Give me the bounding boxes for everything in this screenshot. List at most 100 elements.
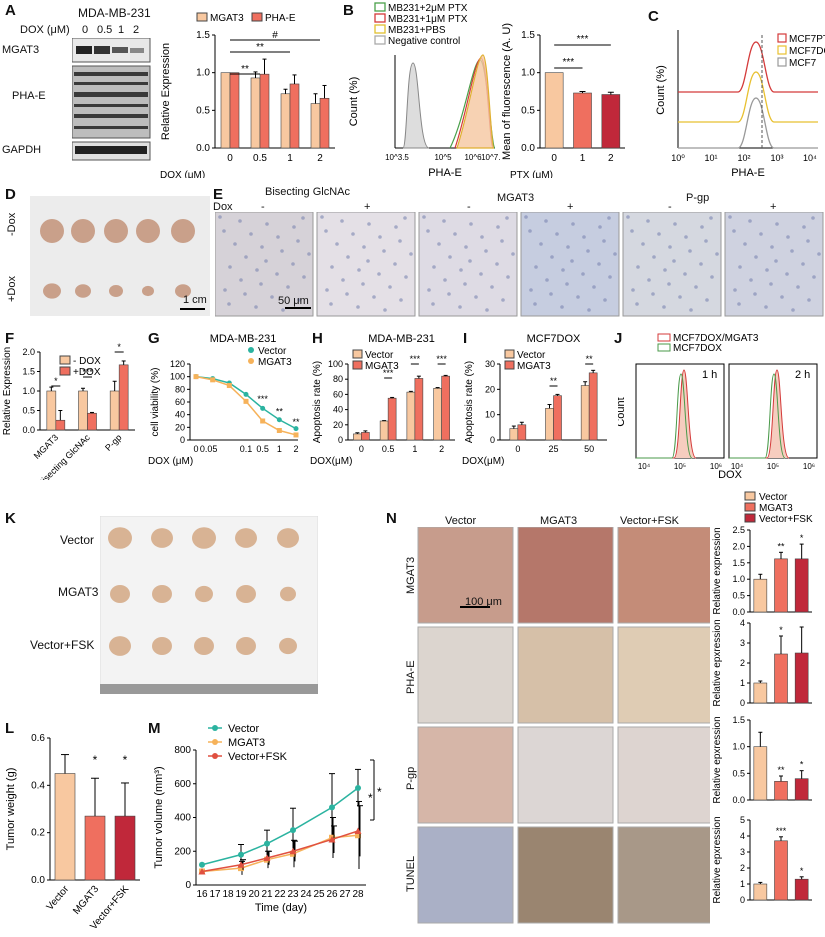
nucleus: [626, 215, 630, 219]
nucleus: [447, 292, 451, 296]
bar: [54, 773, 76, 881]
nucleus: [372, 295, 376, 299]
nucleus: [383, 308, 387, 312]
nucleus: [602, 239, 606, 243]
x-axis-label: PHA-E: [428, 167, 462, 178]
data-point: [226, 383, 232, 389]
nucleus: [524, 215, 528, 219]
ihc-image: [417, 626, 514, 724]
nucleus: [733, 288, 737, 292]
legend-label: MGAT3: [210, 13, 244, 24]
legend-swatch: [374, 35, 386, 45]
nucleus: [806, 239, 810, 243]
sig-mark: ***: [577, 34, 589, 45]
e-sign-6: +: [770, 201, 777, 213]
legend-label: MB231+1μM PTX: [388, 14, 468, 25]
nucleus: [651, 292, 655, 296]
y-tick-label: 2.5: [732, 525, 745, 535]
legend-label: Vector: [258, 346, 287, 357]
panel-label-f: F: [5, 330, 15, 347]
bar: [109, 390, 120, 431]
nucleus: [244, 255, 248, 259]
panel-label-l: L: [5, 720, 15, 737]
panel-label-k: K: [5, 510, 16, 527]
nucleus: [587, 308, 591, 312]
bar: [387, 397, 397, 441]
n-row-tunel: TUNEL: [405, 855, 417, 892]
legend-swatch: [657, 333, 671, 342]
y-tick-label: 100: [328, 359, 343, 369]
nucleus: [699, 262, 703, 266]
a-dose-1: 0.5: [97, 24, 113, 36]
sig-mark: *: [123, 753, 128, 767]
bar-pha-e: [289, 83, 300, 149]
sig-mark: ***: [776, 826, 787, 836]
x-tick-label: 1: [580, 153, 586, 164]
x-tick-label: 0.5: [253, 153, 267, 164]
nucleus: [422, 215, 426, 219]
chart-title: MCF7DOX: [527, 333, 581, 345]
y-tick-label: 0.5: [732, 591, 745, 601]
y-axis-label: Apoptosis rate (%): [312, 361, 323, 443]
legend-swatch: [777, 33, 787, 43]
nucleus: [710, 275, 714, 279]
nucleus: [689, 308, 693, 312]
y-tick-label: 1.0: [22, 386, 35, 396]
sig-mark: *: [800, 866, 804, 876]
chart-title: MDA-MB-231: [210, 333, 277, 345]
nucleus: [811, 216, 815, 220]
sig-mark: **: [256, 42, 264, 53]
ihc-images-e: [215, 212, 824, 317]
nucleus: [286, 285, 290, 289]
nucleus: [570, 259, 574, 263]
tumor: [195, 585, 213, 603]
bar: [753, 682, 768, 704]
y-tick-label: 40: [333, 405, 343, 415]
e-scale-label: 50 μm: [278, 295, 309, 307]
sig-mark: **: [292, 417, 300, 427]
y-tick-label: 600: [174, 779, 191, 790]
nucleus: [228, 265, 232, 269]
n-row-phae: PHA-E: [405, 660, 417, 694]
ihc-image: [417, 826, 514, 924]
legend-label: Vector: [759, 492, 788, 503]
ihc-image: [417, 527, 514, 624]
y-axis-label: Relative epxression: [712, 716, 723, 803]
data-point: [328, 835, 336, 843]
nucleus: [448, 255, 452, 259]
nucleus: [464, 245, 468, 249]
bar-pha-e: [259, 73, 270, 149]
y-tick-label: 80: [175, 384, 185, 394]
x-tick-label: 50: [584, 444, 594, 454]
nucleus: [571, 222, 575, 226]
sig-mark: *: [800, 760, 804, 770]
tumor: [109, 636, 131, 656]
legend-swatch: [777, 57, 787, 67]
bar: [794, 558, 809, 613]
nucleus: [463, 282, 467, 286]
x-tick-label: 0: [227, 153, 233, 164]
nucleus: [357, 268, 361, 272]
nucleus: [260, 245, 264, 249]
western-blot-image: [72, 38, 151, 161]
nucleus: [598, 225, 602, 229]
nucleus: [775, 222, 779, 226]
ihc-image: [316, 212, 416, 317]
x-tick-label: 1: [412, 444, 417, 454]
e-group-bisecting: Bisecting GlcNAc: [265, 186, 350, 198]
nucleus: [785, 272, 789, 276]
nucleus: [468, 259, 472, 263]
data-point: [293, 426, 299, 432]
nucleus: [356, 305, 360, 309]
e-sign-5: -: [668, 201, 672, 213]
nucleus: [351, 232, 355, 236]
panel-label-h: H: [312, 330, 323, 347]
nucleus: [393, 262, 397, 266]
nucleus: [539, 242, 543, 246]
ihc-image: [622, 212, 722, 317]
a-blot-label-gapdh: GAPDH: [2, 144, 42, 156]
y-tick-label: 2: [740, 658, 745, 668]
panel-label-g: G: [148, 330, 160, 347]
nucleus: [404, 275, 408, 279]
nucleus: [801, 262, 805, 266]
